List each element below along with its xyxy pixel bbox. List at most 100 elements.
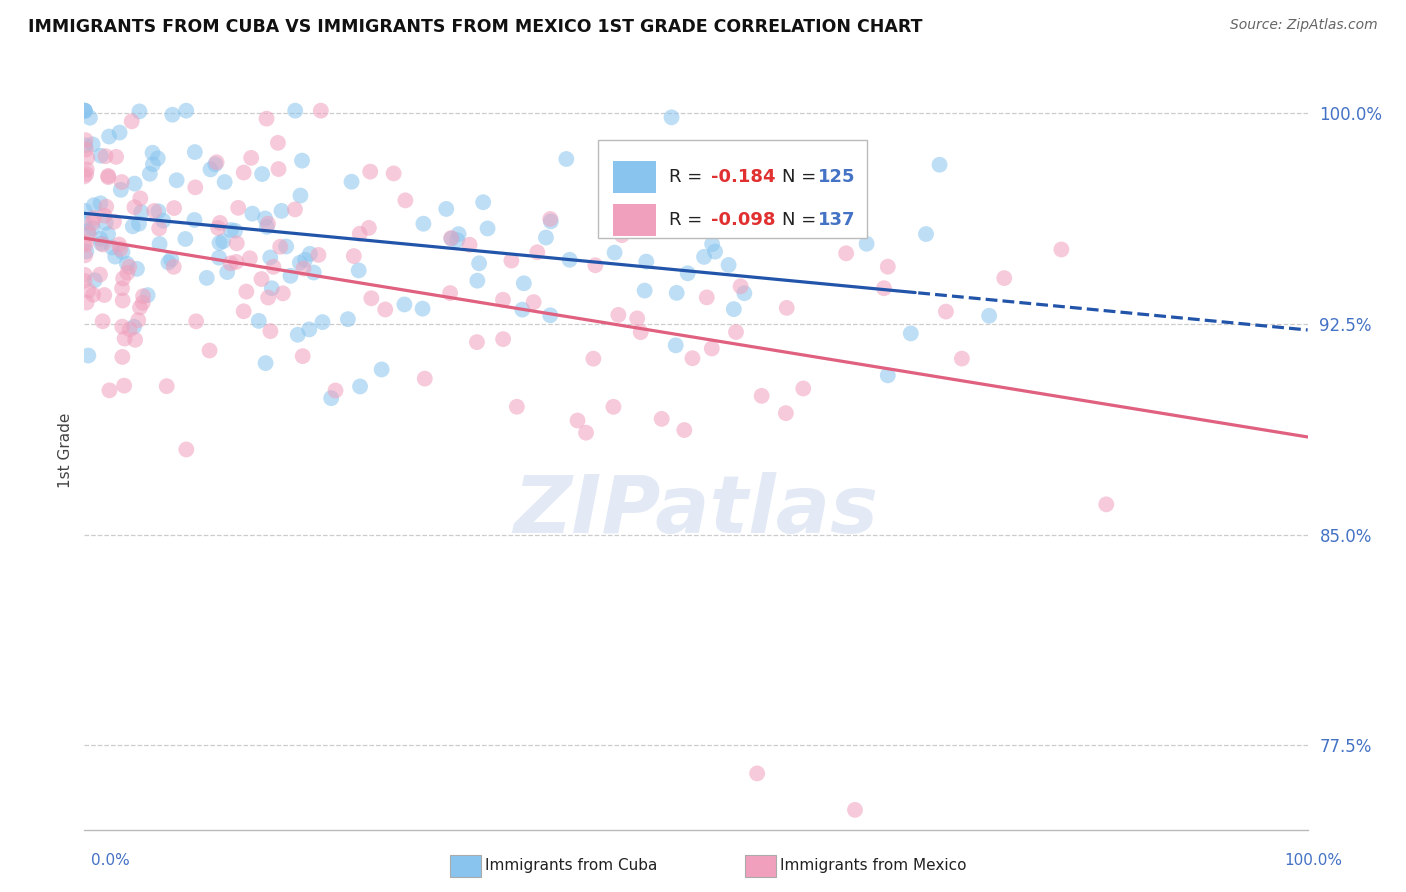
Point [125, 261, 148, 276]
Point [97, 169, 120, 183]
Point [792, 382, 814, 396]
Point [176, 442, 198, 457]
Point [298, 322, 321, 336]
Point [458, 237, 481, 252]
Point [259, 324, 281, 338]
Point [250, 167, 273, 181]
Point [359, 164, 381, 178]
Point [75, 248, 97, 262]
FancyBboxPatch shape [598, 139, 868, 238]
Point [751, 389, 773, 403]
Point [742, 197, 765, 211]
Point [73, 203, 96, 218]
Point [733, 286, 755, 301]
Point [626, 311, 648, 326]
Point [124, 200, 146, 214]
Point [139, 167, 162, 181]
Point [724, 325, 747, 339]
Point [108, 237, 131, 252]
Point [73, 103, 96, 118]
Point [928, 158, 950, 172]
Text: 137: 137 [818, 211, 856, 229]
Point [225, 236, 247, 251]
Point [110, 242, 132, 256]
Point [284, 103, 307, 118]
Point [723, 302, 745, 317]
Point [124, 177, 146, 191]
Point [76, 295, 98, 310]
Point [73, 235, 96, 250]
Y-axis label: 1st Grade: 1st Grade [58, 413, 73, 488]
Text: 100.0%: 100.0% [1285, 854, 1343, 868]
Point [166, 173, 188, 187]
Point [730, 279, 752, 293]
Point [162, 108, 184, 122]
Point [105, 150, 128, 164]
Point [835, 246, 858, 260]
Point [108, 126, 131, 140]
Point [121, 219, 143, 234]
Point [207, 221, 229, 235]
Point [240, 151, 263, 165]
Point [76, 151, 98, 165]
Point [614, 200, 637, 214]
Point [382, 166, 405, 180]
Point [582, 351, 605, 366]
Point [665, 285, 688, 300]
Point [523, 295, 546, 310]
Point [121, 114, 143, 128]
Point [603, 245, 626, 260]
Point [73, 169, 96, 184]
Point [82, 221, 104, 235]
Point [247, 314, 270, 328]
Point [477, 221, 499, 235]
Point [567, 413, 589, 427]
Point [232, 165, 254, 179]
Point [270, 203, 292, 218]
Point [950, 351, 973, 366]
Point [111, 350, 134, 364]
Point [447, 227, 470, 241]
Point [198, 343, 221, 358]
Point [183, 213, 205, 227]
Point [630, 325, 652, 339]
Point [855, 236, 877, 251]
Text: 0.0%: 0.0% [91, 854, 131, 868]
Point [555, 152, 578, 166]
Point [394, 194, 416, 208]
Point [73, 268, 96, 282]
Point [82, 287, 104, 301]
Point [184, 180, 207, 194]
Point [117, 266, 139, 280]
Point [534, 230, 557, 244]
Point [468, 256, 491, 270]
Point [492, 332, 515, 346]
Point [156, 379, 179, 393]
Point [174, 103, 197, 118]
Point [501, 253, 523, 268]
Point [607, 308, 630, 322]
Point [267, 162, 290, 177]
Text: 125: 125 [818, 168, 856, 186]
Text: R =: R = [669, 211, 709, 229]
Point [239, 252, 262, 266]
Point [538, 211, 561, 226]
Point [94, 149, 117, 163]
Point [129, 205, 152, 219]
Point [96, 200, 118, 214]
Point [148, 221, 170, 235]
Point [311, 315, 333, 329]
Point [915, 227, 938, 241]
Point [82, 216, 104, 230]
Point [112, 271, 135, 285]
Point [129, 191, 152, 205]
Point [163, 260, 186, 274]
Point [583, 258, 606, 272]
Point [83, 211, 105, 225]
Point [111, 175, 134, 189]
Point [73, 103, 96, 118]
Point [440, 232, 463, 246]
Point [103, 215, 125, 229]
Point [262, 260, 284, 274]
Point [704, 244, 727, 259]
